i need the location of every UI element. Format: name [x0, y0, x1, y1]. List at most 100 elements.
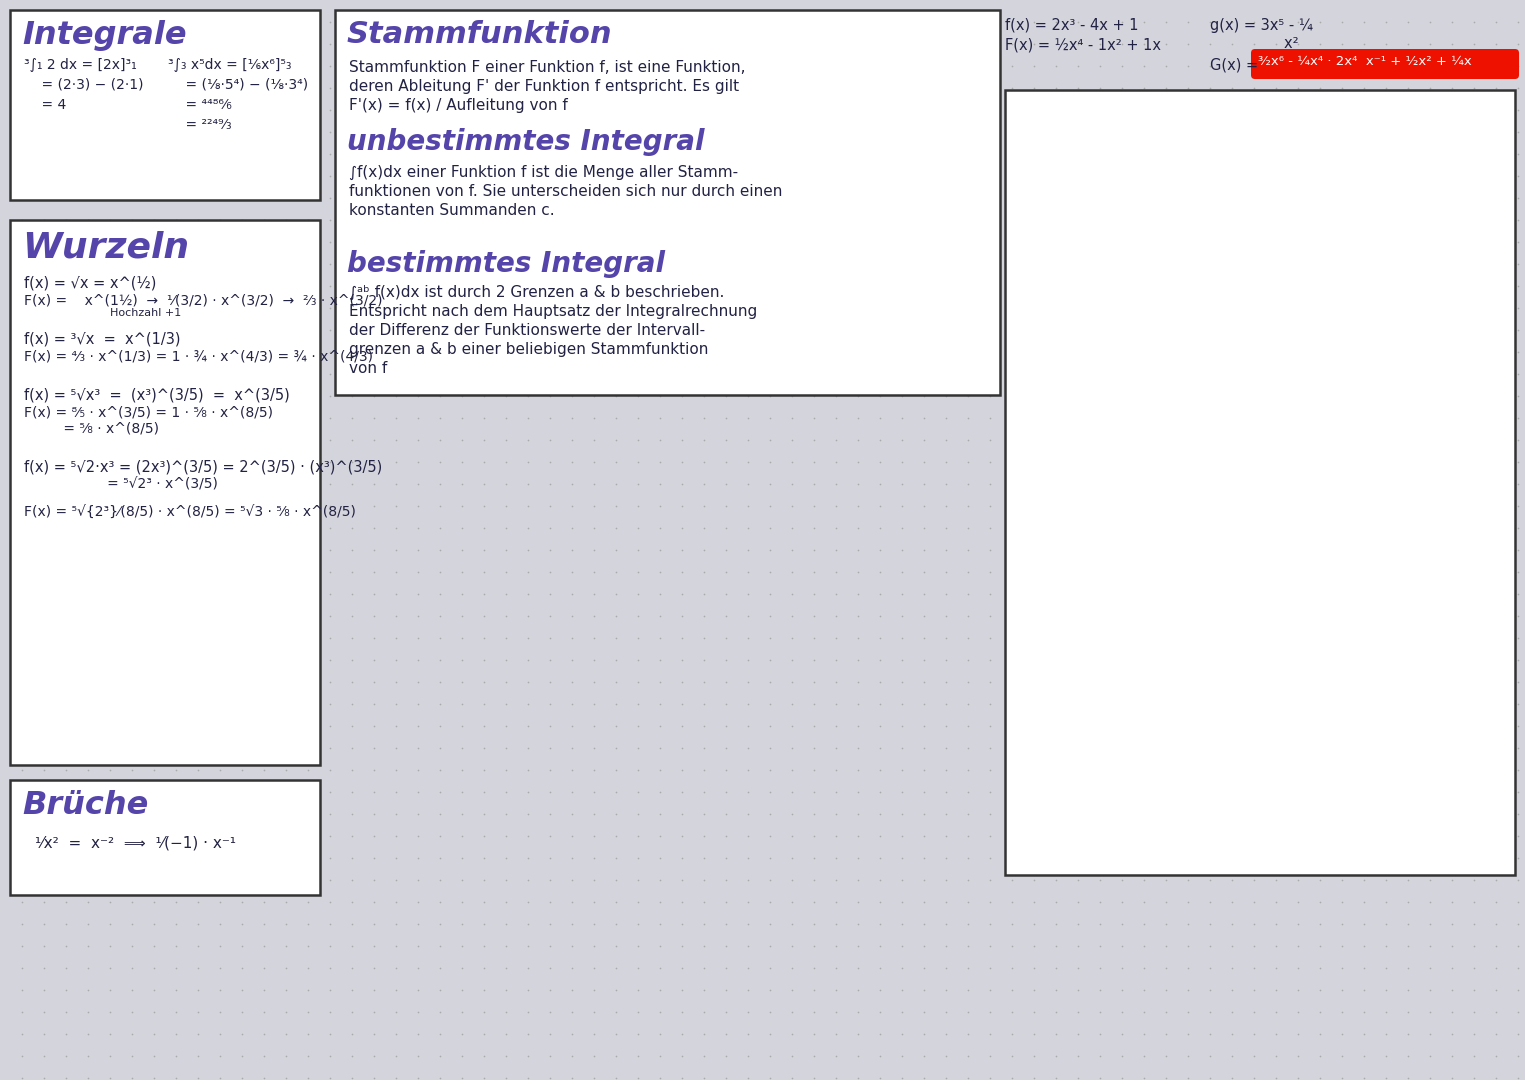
Point	[1087, 607, 1112, 624]
Point	[933, 959, 958, 976]
Point	[1066, 564, 1090, 581]
Point	[120, 717, 145, 734]
Point	[1395, 630, 1420, 647]
Point	[692, 1025, 717, 1042]
Point	[583, 57, 607, 75]
Point	[692, 343, 717, 361]
Point	[1286, 849, 1310, 866]
Point	[1418, 740, 1443, 757]
Point	[735, 1069, 759, 1080]
Point	[1286, 123, 1310, 140]
Point	[1220, 343, 1244, 361]
Point	[1286, 343, 1310, 361]
Point	[163, 57, 188, 75]
Point	[1220, 365, 1244, 382]
Point	[274, 189, 299, 206]
Point	[1330, 651, 1354, 669]
Point	[1462, 1025, 1487, 1042]
Point	[450, 806, 474, 823]
Point	[494, 278, 518, 295]
Point	[868, 36, 892, 53]
Point	[1197, 872, 1222, 889]
Point	[515, 454, 540, 471]
Point	[274, 278, 299, 295]
Point	[53, 982, 78, 999]
Point	[1132, 498, 1156, 515]
Point	[1264, 299, 1289, 316]
Point	[933, 673, 958, 690]
Point	[471, 1025, 496, 1042]
Point	[494, 36, 518, 53]
Point	[956, 454, 981, 471]
Point	[735, 1048, 759, 1065]
Point	[1066, 233, 1090, 251]
Point	[1264, 982, 1289, 999]
Point	[1043, 783, 1068, 800]
Point	[1197, 233, 1222, 251]
Point	[889, 937, 913, 955]
Point	[889, 1003, 913, 1021]
Point	[406, 630, 430, 647]
Point	[361, 717, 386, 734]
Point	[1440, 585, 1464, 603]
Point	[1022, 959, 1046, 976]
Point	[912, 717, 936, 734]
Point	[933, 233, 958, 251]
Point	[802, 13, 827, 30]
Point	[560, 431, 584, 448]
Point	[1087, 1048, 1112, 1065]
Point	[429, 916, 453, 933]
Point	[207, 585, 232, 603]
Text: funktionen von f. Sie unterscheiden sich nur durch einen: funktionen von f. Sie unterscheiden sich…	[349, 184, 782, 199]
Point	[317, 255, 342, 272]
Point	[515, 343, 540, 361]
Point	[1220, 564, 1244, 581]
Point	[296, 365, 320, 382]
Point	[252, 212, 276, 229]
Point	[802, 123, 827, 140]
Point	[560, 982, 584, 999]
Point	[1418, 519, 1443, 537]
Point	[230, 740, 255, 757]
Point	[429, 959, 453, 976]
Point	[779, 740, 804, 757]
Point	[1418, 189, 1443, 206]
Point	[560, 607, 584, 624]
Point	[824, 651, 848, 669]
Point	[32, 167, 56, 185]
Point	[648, 322, 673, 339]
Point	[758, 651, 782, 669]
Point	[1505, 454, 1525, 471]
Point	[340, 1048, 364, 1065]
Text: Entspricht nach dem Hauptsatz der Integralrechnung: Entspricht nach dem Hauptsatz der Integr…	[349, 303, 758, 319]
Point	[9, 937, 34, 955]
Point	[9, 1003, 34, 1021]
Point	[1418, 409, 1443, 427]
Point	[978, 299, 1002, 316]
Point	[912, 167, 936, 185]
Point	[779, 431, 804, 448]
Point	[230, 212, 255, 229]
Point	[868, 630, 892, 647]
Point	[1374, 123, 1398, 140]
Point	[1505, 585, 1525, 603]
Point	[1505, 740, 1525, 757]
Point	[1066, 783, 1090, 800]
Point	[1132, 893, 1156, 910]
Point	[471, 937, 496, 955]
Point	[317, 365, 342, 382]
Point	[538, 498, 563, 515]
Point	[692, 299, 717, 316]
Point	[956, 1069, 981, 1080]
Point	[76, 783, 101, 800]
Text: grenzen a & b einer beliebigen Stammfunktion: grenzen a & b einer beliebigen Stammfunk…	[349, 342, 709, 357]
Point	[956, 1025, 981, 1042]
Point	[1087, 982, 1112, 999]
Point	[625, 36, 650, 53]
Point	[735, 475, 759, 492]
Point	[669, 212, 694, 229]
Point	[207, 431, 232, 448]
Point	[1000, 740, 1025, 757]
Point	[1110, 982, 1135, 999]
Point	[1264, 519, 1289, 537]
